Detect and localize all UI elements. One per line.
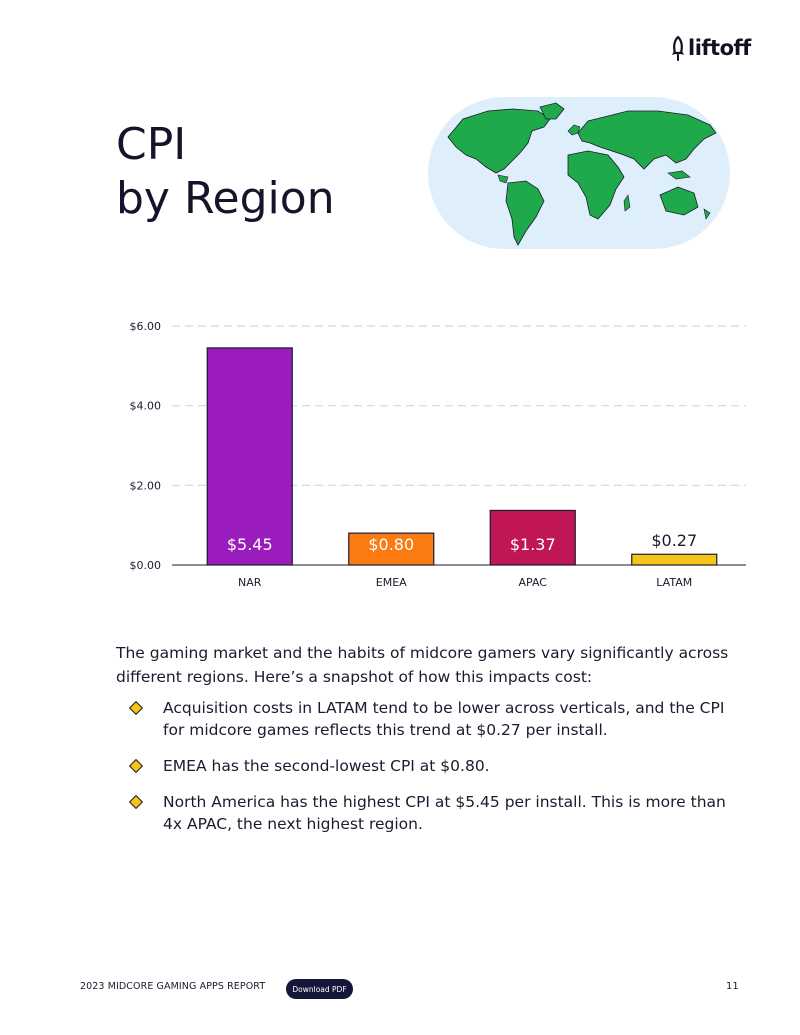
- intro-paragraph: The gaming market and the habits of midc…: [116, 644, 729, 686]
- data-label-latam: $0.27: [651, 531, 697, 550]
- chart-data-labels: $5.45 $0.80 $1.37 $0.27: [227, 531, 697, 554]
- south-america: [505, 180, 545, 246]
- y-tick-label: $0.00: [130, 559, 162, 572]
- central-america: [497, 174, 509, 184]
- y-tick-label: $2.00: [130, 479, 162, 492]
- cpi-bar-chart: $0.00 $2.00 $4.00 $6.00 $5.45 $0.80 $1.37 $0.2…: [130, 320, 746, 589]
- world-map-illustration: [428, 97, 730, 249]
- diamond-bullet-icon: [128, 700, 144, 716]
- insights-list: Acquisition costs in LATAM tend to be lo…: [128, 697, 748, 849]
- x-category-label: LATAM: [656, 576, 692, 589]
- eurasia: [577, 110, 717, 170]
- new-zealand: [703, 208, 711, 220]
- insight-text: North America has the highest CPI at $5.…: [163, 793, 726, 833]
- greenland: [539, 102, 565, 120]
- y-tick-label: $6.00: [130, 320, 162, 333]
- data-label-nar: $5.45: [227, 535, 273, 554]
- insight-text: Acquisition costs in LATAM tend to be lo…: [163, 699, 725, 739]
- data-label-emea: $0.80: [368, 535, 414, 554]
- madagascar: [623, 194, 631, 212]
- africa: [567, 150, 625, 220]
- x-category-label: APAC: [519, 576, 548, 589]
- diamond-bullet-icon: [128, 758, 144, 774]
- bar-emea: [348, 532, 435, 566]
- uk-islands: [567, 124, 581, 136]
- y-axis-ticks: $0.00 $2.00 $4.00 $6.00: [130, 320, 162, 572]
- x-category-label: NAR: [238, 576, 262, 589]
- page-title: CPI by Region: [116, 118, 335, 226]
- title-line-1: CPI: [116, 119, 187, 170]
- insight-text: EMEA has the second-lowest CPI at $0.80.: [163, 757, 490, 775]
- insight-item: North America has the highest CPI at $5.…: [128, 791, 748, 835]
- download-pdf-button[interactable]: Download PDF: [286, 979, 353, 999]
- rocket-icon: [672, 35, 684, 61]
- indonesia: [667, 170, 691, 180]
- data-label-apac: $1.37: [510, 535, 556, 554]
- x-category-label: EMEA: [376, 576, 407, 589]
- diamond-bullet-icon: [128, 794, 144, 810]
- liftoff-logo: liftoff: [670, 34, 751, 62]
- bar-apac: [489, 509, 576, 566]
- australia: [659, 186, 699, 216]
- x-axis-categories: NAR EMEA APAC LATAM: [238, 576, 692, 589]
- report-title: 2023 MIDCORE GAMING APPS REPORT: [80, 981, 266, 992]
- bar-latam: [631, 553, 718, 566]
- north-america: [447, 108, 551, 174]
- chart-bars: [206, 347, 718, 566]
- logo-wordmark: liftoff: [688, 36, 751, 60]
- y-tick-label: $4.00: [130, 400, 162, 413]
- title-line-2: by Region: [116, 173, 335, 224]
- bar-nar: [206, 347, 293, 566]
- page-number: 11: [726, 981, 739, 992]
- insight-item: EMEA has the second-lowest CPI at $0.80.: [128, 755, 748, 777]
- insight-item: Acquisition costs in LATAM tend to be lo…: [128, 697, 748, 741]
